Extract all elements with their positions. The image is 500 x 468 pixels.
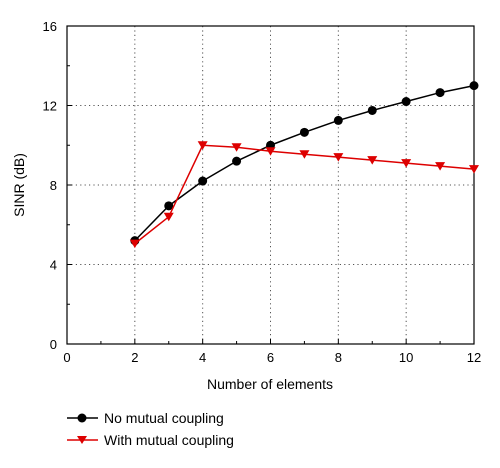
data-point (299, 127, 309, 137)
x-axis-title: Number of elements (207, 376, 333, 392)
series-no-mutual-coupling (130, 81, 479, 246)
data-point (198, 176, 208, 186)
y-tick-label: 8 (50, 178, 57, 193)
series-with-mutual-coupling (129, 141, 479, 249)
x-tick-label: 10 (399, 350, 413, 365)
x-tick-label: 12 (467, 350, 481, 365)
series-layer (129, 81, 479, 249)
data-point (197, 141, 208, 150)
x-tick-label: 0 (63, 350, 70, 365)
legend-label-with-mutual-coupling: With mutual coupling (104, 432, 234, 448)
legend-item-no-mutual-coupling: No mutual coupling (67, 410, 224, 426)
data-point (299, 150, 310, 159)
axis-ticks (66, 25, 475, 345)
series-line-no-mutual-coupling (134, 84, 475, 242)
data-point (265, 147, 276, 156)
legend-item-with-mutual-coupling: With mutual coupling (67, 432, 234, 448)
data-point (164, 201, 174, 211)
data-point (401, 159, 412, 168)
tick-labels: 0 2 4 6 8 10 12 0 4 8 12 16 (43, 19, 482, 365)
y-tick-label: 12 (43, 99, 57, 114)
data-point (469, 165, 479, 174)
data-point (129, 239, 140, 249)
legend: No mutual coupling With mutual coupling (67, 410, 234, 448)
legend-label-no-mutual-coupling: No mutual coupling (104, 410, 224, 426)
data-point (401, 97, 411, 107)
data-point (367, 156, 378, 165)
x-tick-label: 4 (199, 350, 206, 365)
data-point (333, 153, 344, 162)
data-point (231, 143, 242, 152)
y-tick-label: 4 (50, 258, 57, 273)
data-point (367, 105, 377, 115)
y-axis-title: SINR (dB) (11, 153, 27, 217)
series-line-with-mutual-coupling (134, 144, 475, 245)
grid-lines (67, 26, 474, 344)
x-tick-label: 6 (267, 350, 274, 365)
data-point (232, 156, 242, 166)
x-tick-label: 2 (131, 350, 138, 365)
data-point (435, 88, 445, 98)
legend-marker-circle-icon (77, 413, 87, 423)
data-point (333, 115, 343, 125)
data-point (163, 212, 174, 222)
y-tick-label: 0 (50, 337, 57, 352)
data-point (469, 81, 479, 91)
y-tick-label: 16 (43, 19, 57, 34)
x-tick-label: 8 (335, 350, 342, 365)
data-point (435, 162, 446, 171)
legend-marker-triangle-icon (77, 436, 87, 444)
